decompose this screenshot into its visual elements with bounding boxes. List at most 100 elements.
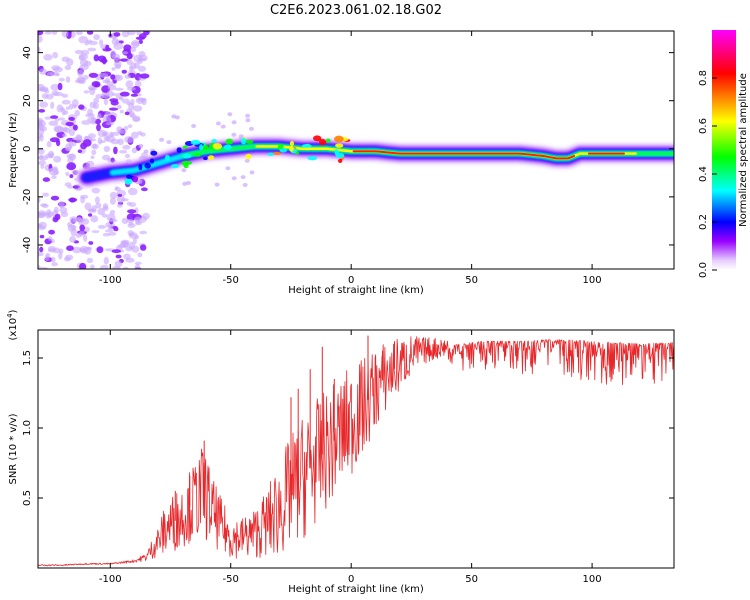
noise-speckle [65, 76, 71, 83]
snr-y-axis-label: SNR (10 * v/v) [8, 413, 19, 484]
noise-speckle [141, 98, 147, 106]
noise-speckle [58, 77, 65, 82]
noise-speckle [245, 118, 251, 123]
ridge-blob [182, 153, 192, 159]
noise-speckle [240, 175, 246, 180]
y-tick-label: -20 [22, 189, 33, 205]
noise-speckle [85, 160, 95, 168]
spectrogram-x-ticks: -100 -50 0 50 100 [99, 31, 602, 286]
noise-speckle [40, 126, 47, 132]
x-tick-label: 50 [465, 275, 478, 286]
noise-speckle [138, 39, 143, 44]
noise-speckle [130, 46, 137, 53]
ridge-blob [289, 146, 294, 152]
ridge-blob [150, 150, 158, 156]
noise-speckle [96, 246, 104, 254]
noise-speckle [225, 166, 231, 171]
noise-speckle [159, 137, 165, 142]
snr-x-axis-label: Height of straight line (km) [288, 584, 424, 595]
noise-speckle [59, 107, 65, 111]
noise-speckle [104, 229, 114, 233]
colorbar-tick-label: 0.8 [698, 70, 709, 86]
noise-speckle [124, 136, 134, 144]
noise-speckle [38, 109, 46, 113]
colorbar-ticks: 0.0 0.2 0.4 0.6 0.8 [698, 70, 717, 278]
noise-speckle [78, 36, 89, 44]
noise-speckle [105, 44, 110, 51]
noise-speckle [39, 246, 44, 253]
noise-speckle [62, 133, 67, 138]
snr-multiplier-close: ) [8, 309, 19, 313]
snr-multiplier-exponent: 4 [6, 313, 14, 318]
noise-speckle [67, 185, 73, 189]
noise-speckle [111, 67, 116, 71]
noise-speckle [91, 149, 97, 155]
noise-speckle [51, 31, 58, 35]
noise-speckle [116, 104, 122, 110]
noise-speckle [93, 34, 100, 41]
noise-speckle [117, 138, 124, 146]
noise-speckle [84, 41, 90, 46]
noise-speckle [79, 224, 85, 231]
noise-speckle [90, 264, 95, 269]
noise-speckle [126, 218, 134, 223]
noise-speckle [65, 254, 74, 261]
noise-speckle [127, 209, 137, 214]
noise-speckle [142, 212, 150, 220]
noise-speckle [110, 74, 116, 80]
snr-plot-area [38, 335, 674, 567]
noise-speckle [215, 121, 221, 126]
noise-speckle [114, 260, 123, 268]
noise-speckle [131, 245, 140, 253]
noise-speckle [110, 50, 117, 58]
noise-speckle [75, 31, 83, 36]
noise-speckle [38, 147, 45, 155]
noise-speckle [245, 113, 251, 118]
snr-series-line [38, 336, 674, 567]
noise-speckle [134, 80, 142, 88]
noise-speckle [136, 31, 141, 36]
noise-speckle [220, 124, 226, 129]
colorbar-tick-label: 0.0 [698, 262, 709, 278]
noise-speckle [121, 31, 130, 38]
noise-speckle [117, 203, 123, 208]
noise-speckle [44, 90, 50, 94]
noise-speckle [53, 66, 63, 73]
noise-speckle [98, 73, 109, 78]
noise-speckle [49, 137, 60, 143]
noise-speckle [123, 125, 129, 131]
spectrogram-y-axis-label: Frequency (Hz) [8, 112, 19, 188]
noise-speckle [87, 47, 97, 52]
snr-frame [37, 329, 675, 569]
noise-speckle [227, 112, 233, 117]
noise-speckle [125, 80, 134, 89]
noise-speckle [126, 201, 132, 206]
noise-speckle [126, 58, 133, 65]
noise-speckle [38, 210, 47, 218]
noise-speckle [87, 108, 94, 117]
noise-speckle [76, 76, 85, 83]
ridge-blob [207, 155, 215, 161]
noise-speckle [121, 69, 128, 74]
noise-speckle [109, 191, 118, 199]
y-tick-label: -40 [22, 237, 33, 253]
noise-speckle [69, 174, 74, 179]
colorbar: 0.0 0.2 0.4 0.6 0.8 Normalized spectral ampl… [698, 30, 749, 278]
noise-speckle [181, 168, 187, 173]
y-tick-label: 20 [22, 94, 33, 107]
noise-speckle [131, 147, 138, 154]
noise-speckle [84, 202, 92, 211]
noise-speckle [57, 82, 63, 91]
noise-speckle [38, 46, 41, 54]
snr-peaks [174, 335, 405, 521]
noise-speckle [121, 217, 129, 225]
colorbar-tick-label: 0.6 [698, 118, 709, 134]
spectrogram-plot-area [38, 31, 674, 269]
noise-speckle [124, 74, 131, 79]
noise-speckle [138, 143, 144, 148]
noise-speckle [72, 124, 78, 131]
noise-speckle [143, 149, 149, 154]
noise-speckle [54, 118, 60, 122]
noise-speckle [42, 177, 51, 182]
noise-speckle [132, 237, 137, 245]
